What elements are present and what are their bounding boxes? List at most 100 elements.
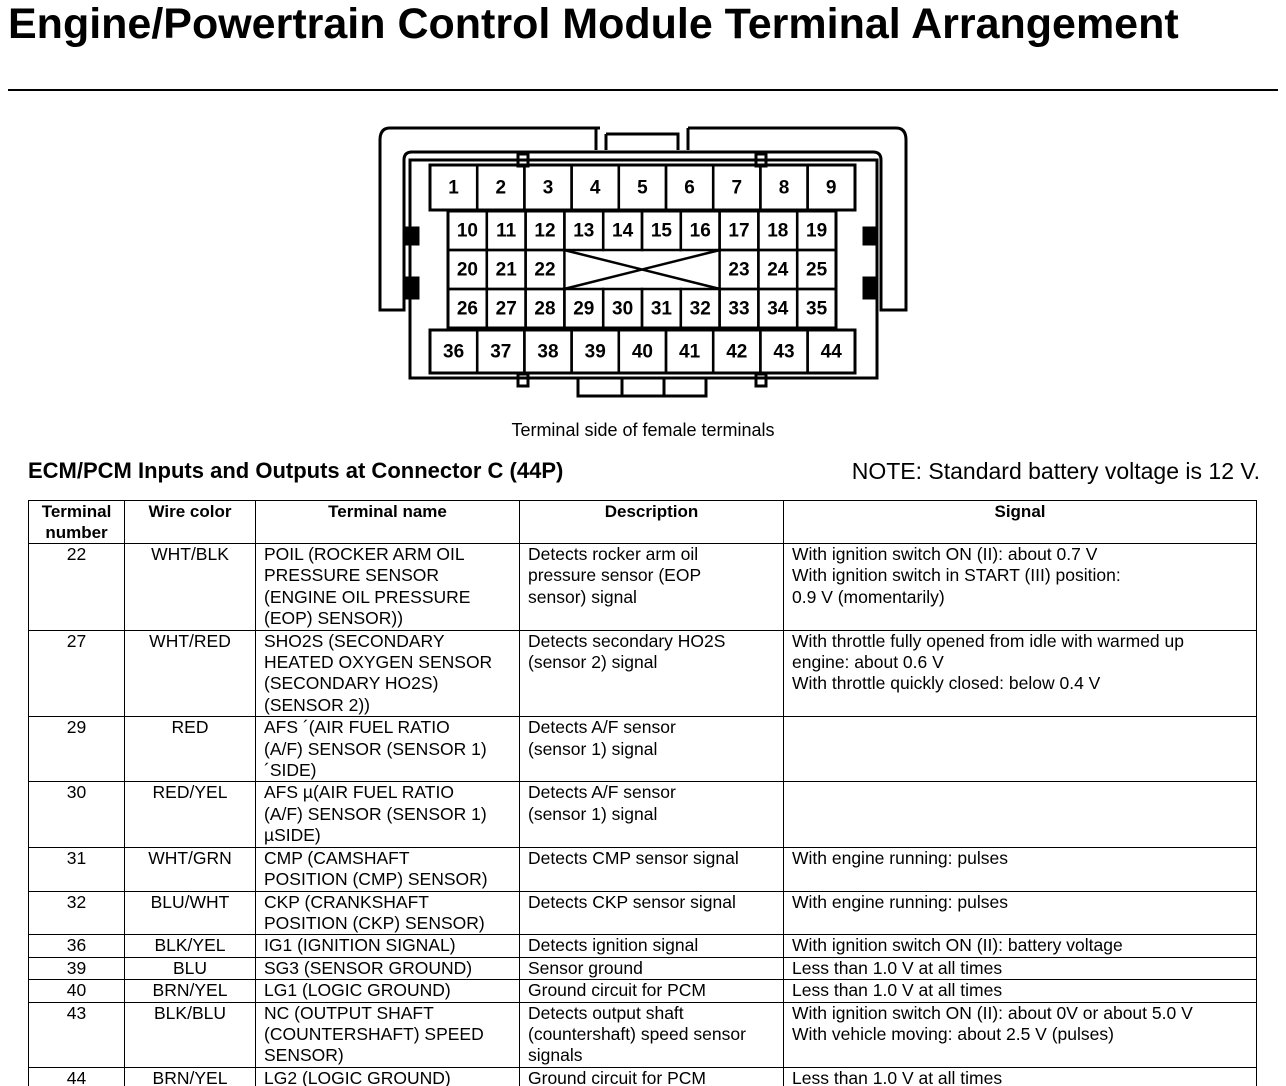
table-cell: WHT/GRN	[124, 846, 256, 892]
table-cell: 27	[28, 629, 125, 718]
table-cell: IG1 (IGNITION SIGNAL)	[255, 934, 520, 958]
table-cell: Less than 1.0 V at all times	[783, 956, 1257, 981]
caption: Terminal side of female terminals	[511, 420, 775, 440]
terminal-number: 1	[448, 178, 459, 199]
table-cell: CMP (CAMSHAFT POSITION (CMP) SENSOR)	[255, 846, 520, 892]
table-cell: Detects A/F sensor (sensor 1) signal	[519, 716, 784, 783]
table-cell: 29	[28, 716, 125, 783]
table-cell: Less than 1.0 V at all times	[783, 979, 1257, 1003]
table-cell: WHT/RED	[124, 629, 256, 718]
table-row: 29 RED AFS ´(AIR FUEL RATIO (A/F) SENSOR (…	[28, 716, 1257, 783]
terminal-number: 23	[728, 260, 749, 281]
terminal-number: 20	[457, 260, 478, 281]
table-cell: 36	[28, 934, 125, 958]
terminal-number: 19	[806, 221, 827, 242]
terminal-number: 41	[679, 342, 701, 363]
header-cell: Wire color	[124, 500, 256, 544]
terminal-number: 6	[684, 178, 695, 199]
table-cell: AFS ´(AIR FUEL RATIO (A/F) SENSOR (SENSO…	[255, 716, 520, 783]
terminal-number: 17	[728, 221, 749, 242]
table-cell: SG3 (SENSOR GROUND)	[255, 956, 520, 981]
terminal-number: 7	[732, 178, 743, 199]
table-cell: Detects secondary HO2S (sensor 2) signal	[519, 629, 784, 718]
terminal-number: 26	[457, 299, 478, 320]
table-cell: CKP (CRANKSHAFT POSITION (CKP) SENSOR)	[255, 890, 520, 936]
terminal-number: 30	[612, 299, 633, 320]
header-cell: Description	[519, 500, 784, 544]
table-cell: With ignition switch ON (II): about 0V o…	[783, 1001, 1257, 1068]
terminal-number: 29	[573, 299, 594, 320]
table-cell: 32	[28, 890, 125, 936]
table-row: 30 RED/YEL AFS µ(AIR FUEL RATIO (A/F) SENS…	[28, 781, 1257, 848]
table-cell: Detects ignition signal	[519, 934, 784, 958]
terminal-number: 4	[590, 178, 601, 199]
table-cell: NC (OUTPUT SHAFT (COUNTERSHAFT) SPEED SE…	[255, 1001, 520, 1068]
table-row: 27 WHT/RED SHO2S (SECONDARY HEATED OXYGEN …	[28, 629, 1257, 718]
tab	[404, 226, 420, 246]
terminal-number: 37	[490, 342, 511, 363]
table-cell: Ground circuit for PCM	[519, 979, 784, 1003]
terminal-number: 5	[637, 178, 648, 199]
table-row: 32 BLU/WHT CKP (CRANKSHAFT POSITION (CKP) …	[28, 890, 1257, 936]
terminal-number: 42	[726, 342, 747, 363]
table-cell: Less than 1.0 V at all times	[783, 1066, 1257, 1086]
header-cell: Signal	[783, 500, 1257, 544]
table-row: 44 BRN/YEL LG2 (LOGIC GROUND) Ground circui…	[28, 1066, 1257, 1086]
housing-latch	[594, 128, 690, 150]
terminal-number: 38	[537, 342, 558, 363]
table-cell	[783, 716, 1257, 783]
terminal-cell	[795, 287, 838, 330]
terminal-number: 10	[457, 221, 478, 242]
table-cell: Detects output shaft (countershaft) spee…	[519, 1001, 784, 1068]
table-cell: RED/YEL	[124, 781, 256, 848]
terminal-number: 25	[806, 260, 828, 281]
housing-inner	[408, 158, 879, 380]
tab	[862, 276, 878, 300]
terminal-number: 22	[534, 260, 555, 281]
table-cell: SHO2S (SECONDARY HEATED OXYGEN SENSOR (S…	[255, 629, 520, 718]
terminal-number: 36	[443, 342, 464, 363]
table-row: 43 BLK/BLU NC (OUTPUT SHAFT (COUNTERSHAFT)…	[28, 1001, 1257, 1068]
table-cell: With ignition switch ON (II): about 0.7 …	[783, 543, 1257, 631]
key	[516, 372, 530, 388]
terminal-number: 21	[496, 260, 518, 281]
table-cell: BRN/YEL	[124, 979, 256, 1003]
terminal-number: 32	[690, 299, 711, 320]
tab	[862, 226, 878, 246]
terminal-number: 14	[612, 221, 634, 242]
note: NOTE: Standard battery voltage is 12 V.	[851, 458, 1260, 484]
terminal-number: 9	[826, 178, 837, 199]
table-cell: 31	[28, 846, 125, 892]
housing-bottom	[576, 378, 708, 398]
table-cell: Detects A/F sensor (sensor 1) signal	[519, 781, 784, 848]
table-cell: BLK/BLU	[124, 1001, 256, 1068]
table-cell: 43	[28, 1001, 125, 1068]
terminal-number: 40	[632, 342, 653, 363]
table-cell: With throttle fully opened from idle wit…	[783, 629, 1257, 718]
table-cell: Sensor ground	[519, 956, 784, 981]
table-cell: 44	[28, 1066, 125, 1086]
terminal-table: Terminal number Wire color Terminal name De…	[28, 500, 1257, 1086]
table-cell: LG1 (LOGIC GROUND)	[255, 979, 520, 1003]
terminal-number: 13	[573, 221, 594, 242]
terminal-number: 31	[651, 299, 673, 320]
terminal-number: 24	[767, 260, 789, 281]
table-cell: 30	[28, 781, 125, 848]
table-cell: 22	[28, 543, 125, 631]
table-cell: Detects CMP sensor signal	[519, 846, 784, 892]
title: Engine/Powertrain Control Module Termina…	[8, 0, 1179, 48]
table-cell: 39	[28, 956, 125, 981]
table-cell: With engine running: pulses	[783, 846, 1257, 892]
header-cell: Terminal name	[255, 500, 520, 544]
table-row: 39 BLU SG3 (SENSOR GROUND) Sensor ground Les…	[28, 956, 1257, 981]
table-cell: POIL (ROCKER ARM OIL PRESSURE SENSOR (EN…	[255, 543, 520, 631]
table-cell: AFS µ(AIR FUEL RATIO (A/F) SENSOR (SENSO…	[255, 781, 520, 848]
table-cell: WHT/BLK	[124, 543, 256, 631]
key	[754, 372, 768, 388]
tab	[404, 276, 420, 300]
table-cell	[783, 781, 1257, 848]
table-row: 22 WHT/BLK POIL (ROCKER ARM OIL PRESSURE S…	[28, 543, 1257, 631]
housing-outer	[378, 126, 908, 312]
